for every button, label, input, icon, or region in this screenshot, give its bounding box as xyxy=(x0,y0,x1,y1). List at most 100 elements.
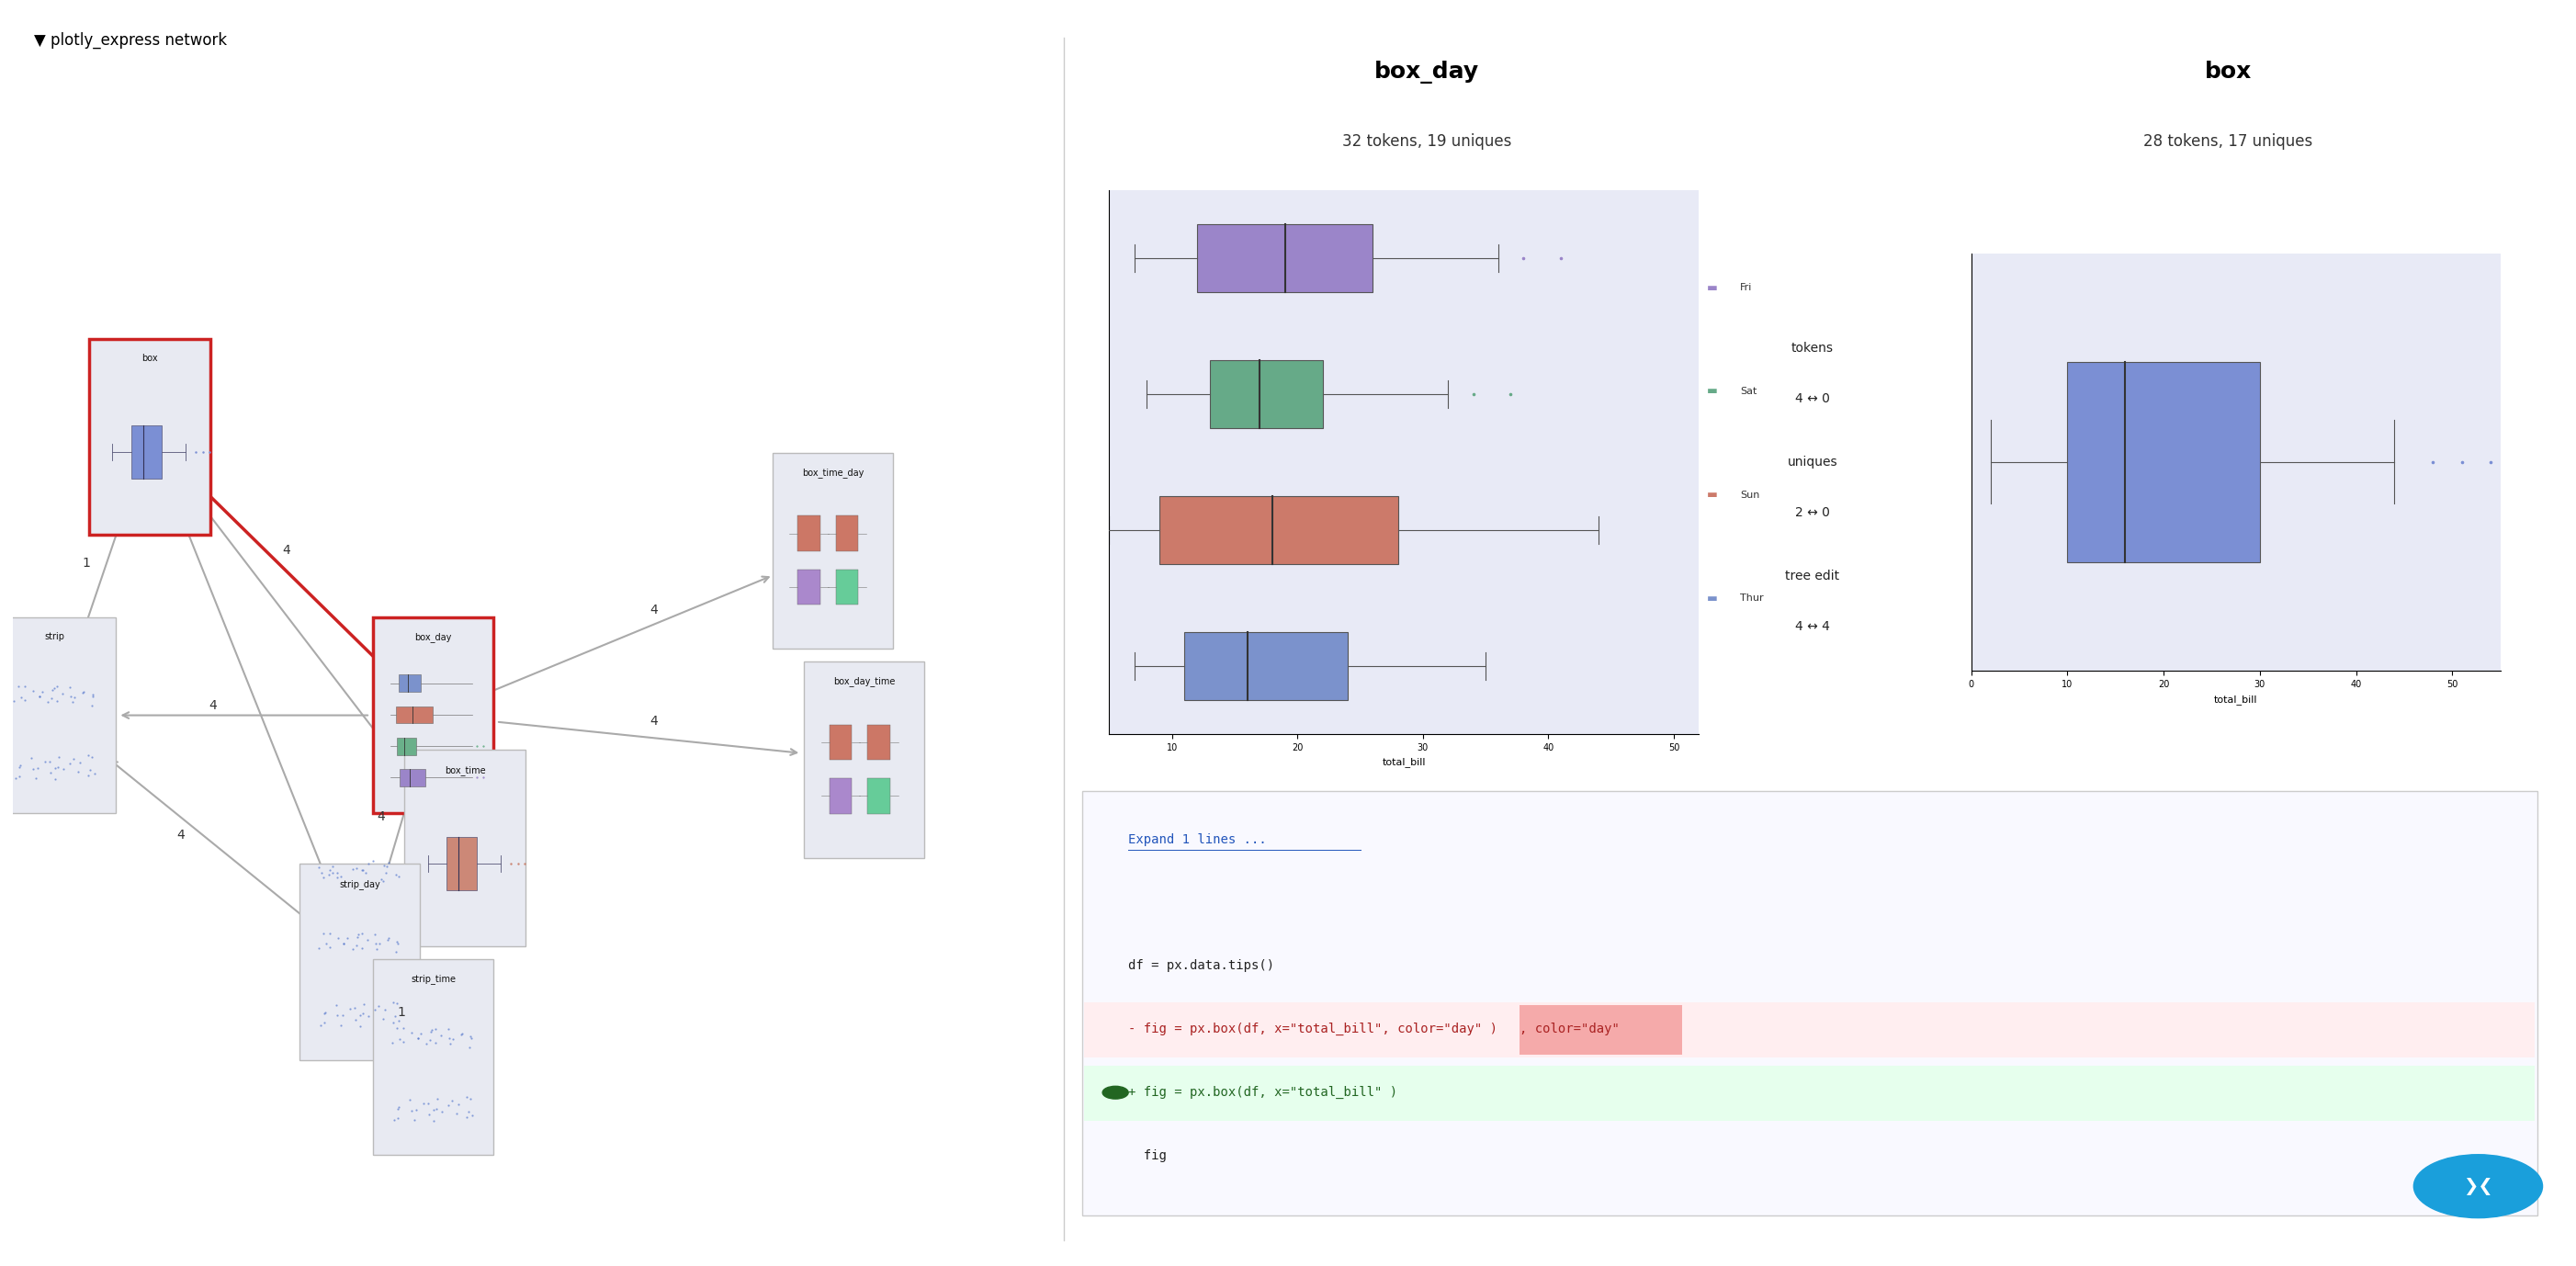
Point xyxy=(412,1100,453,1120)
Point xyxy=(428,1095,469,1115)
Point xyxy=(379,1010,420,1031)
Text: + fig = px.box(df, x="total_bill" ): + fig = px.box(df, x="total_bill" ) xyxy=(1128,1086,1399,1099)
Point xyxy=(435,1104,477,1124)
Point xyxy=(28,691,70,711)
Bar xyxy=(131,425,162,479)
Point xyxy=(358,933,399,953)
Point xyxy=(70,760,111,780)
Bar xyxy=(829,779,853,814)
FancyBboxPatch shape xyxy=(90,338,211,534)
Point xyxy=(379,1028,420,1048)
Point xyxy=(397,1028,438,1048)
Bar xyxy=(397,738,415,755)
Point xyxy=(52,749,93,770)
Point xyxy=(309,937,350,957)
Point xyxy=(363,856,404,876)
Point xyxy=(301,923,343,943)
Text: box_day: box_day xyxy=(1376,61,1479,84)
Point xyxy=(430,1091,471,1112)
Bar xyxy=(1198,224,1373,292)
Point xyxy=(353,924,394,944)
Point xyxy=(353,1000,394,1020)
Point xyxy=(366,862,407,882)
Bar xyxy=(397,706,433,723)
Text: Fri: Fri xyxy=(1741,284,1752,292)
Point xyxy=(376,865,417,885)
Point xyxy=(343,994,384,1014)
Bar xyxy=(1185,632,1347,700)
Point xyxy=(18,686,59,706)
Point xyxy=(317,867,358,887)
Point xyxy=(399,1023,440,1043)
Text: strip: strip xyxy=(44,633,64,642)
Text: ▬: ▬ xyxy=(1708,592,1718,604)
X-axis label: total_bill: total_bill xyxy=(2213,694,2257,704)
Point xyxy=(67,744,108,765)
Point xyxy=(5,676,46,696)
Text: 4: 4 xyxy=(376,810,384,823)
Point xyxy=(59,752,100,772)
Point xyxy=(0,686,41,706)
Point xyxy=(340,938,381,958)
Point xyxy=(376,933,417,953)
Text: 4: 4 xyxy=(649,604,657,617)
Point xyxy=(325,933,366,953)
Point xyxy=(31,762,72,782)
Point xyxy=(402,1094,443,1114)
Point xyxy=(301,867,343,887)
Point xyxy=(72,695,113,715)
Point xyxy=(412,1019,453,1039)
Point xyxy=(433,1028,474,1048)
Point xyxy=(371,1033,412,1053)
Point xyxy=(72,747,113,767)
Point xyxy=(343,860,384,880)
Point xyxy=(314,995,355,1015)
Point xyxy=(376,932,417,952)
Point xyxy=(343,860,384,880)
Point xyxy=(72,685,113,705)
Bar xyxy=(399,768,425,786)
FancyBboxPatch shape xyxy=(0,618,116,814)
Point xyxy=(335,998,376,1018)
Point xyxy=(394,1100,435,1120)
Point xyxy=(451,1105,492,1125)
Point xyxy=(415,1033,456,1053)
Point xyxy=(299,857,340,877)
Text: box: box xyxy=(142,353,157,363)
Text: 4: 4 xyxy=(178,829,185,842)
X-axis label: total_bill: total_bill xyxy=(1383,757,1427,767)
Text: Thur: Thur xyxy=(1741,594,1765,603)
Point xyxy=(410,1022,451,1042)
Point xyxy=(0,676,39,696)
Text: tree edit: tree edit xyxy=(1785,570,1839,582)
Point xyxy=(363,871,404,891)
Text: ▬: ▬ xyxy=(1708,385,1718,398)
FancyBboxPatch shape xyxy=(374,960,495,1155)
Point xyxy=(62,681,103,701)
Point xyxy=(358,996,399,1017)
Point xyxy=(340,1015,381,1036)
Text: box_day_time: box_day_time xyxy=(832,676,894,686)
Point xyxy=(317,862,358,882)
Text: ▬: ▬ xyxy=(1708,489,1718,501)
Point xyxy=(26,752,67,772)
FancyBboxPatch shape xyxy=(299,863,420,1061)
Point xyxy=(340,923,381,943)
Text: 2 ↔ 0: 2 ↔ 0 xyxy=(1795,506,1829,519)
Point xyxy=(75,763,116,784)
Point xyxy=(451,1089,492,1109)
Text: 4: 4 xyxy=(649,715,657,728)
Point xyxy=(394,1110,435,1131)
Point xyxy=(39,757,80,777)
Point xyxy=(363,1009,404,1029)
Point xyxy=(49,753,90,774)
Point xyxy=(379,866,420,886)
Text: strip_time: strip_time xyxy=(410,975,456,984)
Point xyxy=(309,865,350,885)
Point xyxy=(412,1110,453,1131)
Point xyxy=(322,1005,363,1025)
Point xyxy=(44,760,85,780)
Point xyxy=(33,758,75,779)
Point xyxy=(0,756,41,776)
Point xyxy=(368,852,410,872)
